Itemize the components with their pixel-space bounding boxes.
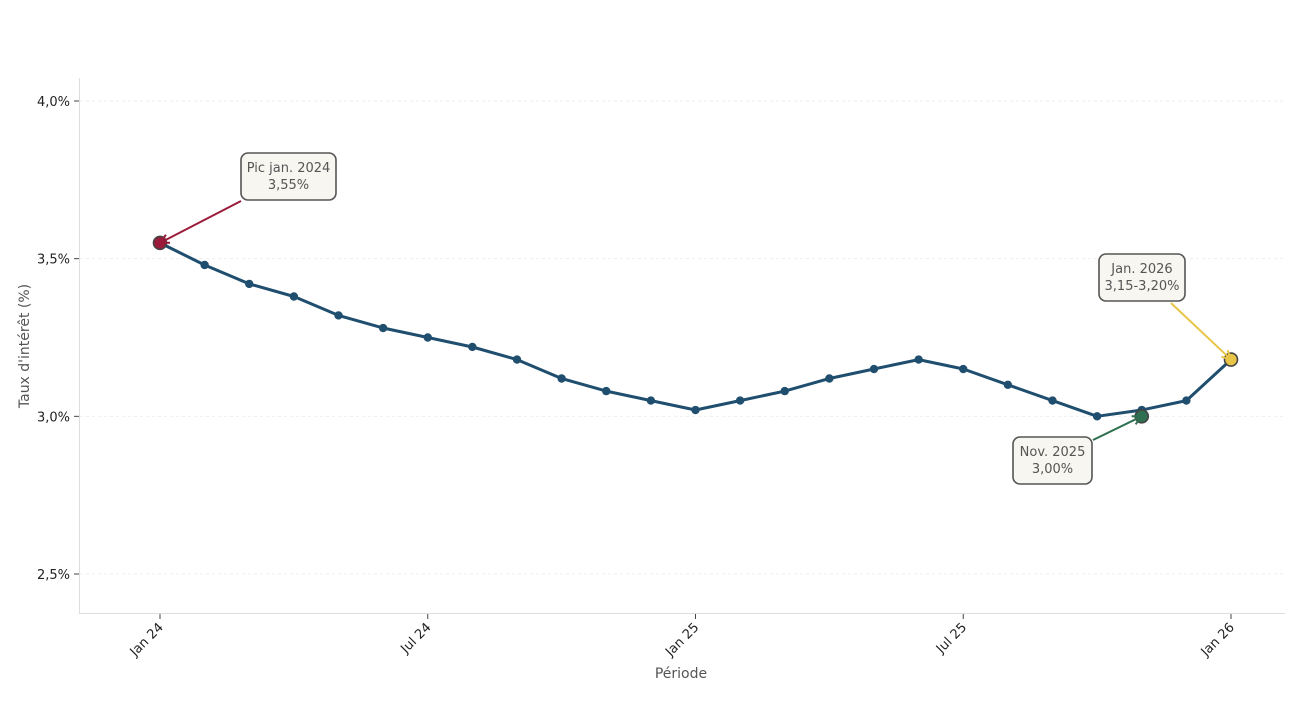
data-point <box>602 386 611 396</box>
annotation-value: 3,00% <box>1032 462 1073 477</box>
annotation-arrow <box>1170 302 1232 361</box>
data-point <box>869 364 879 374</box>
data-point <box>334 311 343 320</box>
grid-lines <box>80 100 1285 575</box>
x-tick-label: Jul 24 <box>398 620 435 657</box>
annotation-box <box>1098 253 1186 302</box>
data-point <box>200 260 209 270</box>
data-point <box>1092 412 1102 421</box>
annotation-value: 3,15-3,20% <box>1105 279 1180 294</box>
data-point <box>423 333 432 342</box>
y-tick-label: 4,0% <box>37 95 70 110</box>
data-point <box>1003 380 1013 389</box>
data-point <box>646 396 656 405</box>
y-tick-label: 3,5% <box>37 253 70 268</box>
annotation-peak: Pic jan. 2024 3,55% <box>158 152 337 244</box>
y-tick-label: 3,0% <box>37 410 70 425</box>
annotation-arrow <box>1092 415 1143 441</box>
annotation-title: Jan. 2026 <box>1110 262 1172 277</box>
data-point <box>289 292 299 301</box>
y-tick-label: 2,5% <box>37 568 70 583</box>
x-tick-label: Jan 24 <box>127 620 167 660</box>
x-axis-title: Période <box>655 666 707 682</box>
annotation-nov-2025: Nov. 2025 3,00% <box>1012 415 1144 485</box>
data-point <box>780 386 789 396</box>
data-point <box>1182 396 1191 405</box>
data-point <box>691 405 700 415</box>
annotation-box <box>1012 436 1093 485</box>
annotation-arrowhead <box>158 234 171 244</box>
annotation-arrowhead <box>1131 415 1144 425</box>
annotation-title: Pic jan. 2024 <box>247 161 331 176</box>
data-point <box>825 374 834 383</box>
data-point <box>512 355 522 364</box>
annotation-value: 3,55% <box>268 178 309 193</box>
x-tick-label: Jul 25 <box>933 620 970 657</box>
annotation-arrow <box>159 200 242 244</box>
annotation-title: Nov. 2025 <box>1020 445 1086 460</box>
y-ticks: 2,5% 3,0% 3,5% 4,0% <box>37 95 79 583</box>
annotation-box <box>240 152 337 201</box>
annotation-jan-2026: Jan. 2026 3,15-3,20% <box>1098 253 1233 362</box>
data-point <box>468 342 477 352</box>
series-line <box>158 241 1233 418</box>
data-point <box>557 374 566 383</box>
x-tick-label: Jan 26 <box>1198 620 1238 660</box>
data-point <box>245 279 254 289</box>
annotations: Pic jan. 2024 3,55% Jan. 2026 3,15-3,20% Nov… <box>158 152 1233 485</box>
series <box>152 235 1239 424</box>
annotation-arrowhead <box>1221 349 1233 362</box>
y-axis-title: Taux d'intérêt (%) <box>17 284 33 409</box>
data-point <box>735 396 745 405</box>
data-point <box>378 323 388 333</box>
x-ticks: Jan 24 Jul 24 Jan 25 Jul 25 Jan 26 <box>127 614 1238 660</box>
x-tick-label: Jan 25 <box>662 620 702 660</box>
axes <box>79 78 1285 614</box>
data-point <box>1048 396 1057 405</box>
data-point <box>914 355 923 364</box>
data-point <box>959 364 968 374</box>
